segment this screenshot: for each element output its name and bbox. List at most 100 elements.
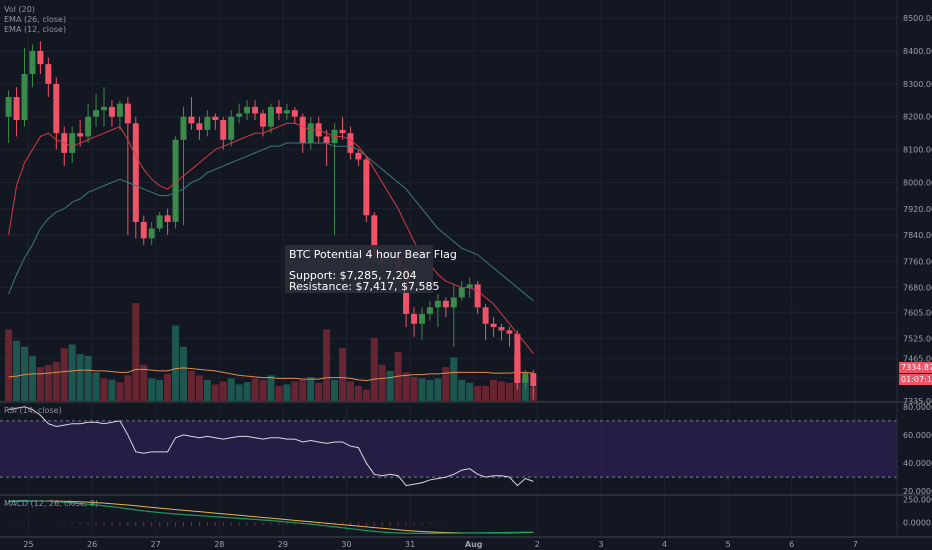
candle[interactable]	[45, 64, 52, 84]
candle[interactable]	[490, 323, 497, 328]
candle[interactable]	[363, 159, 370, 216]
candle[interactable]	[252, 106, 259, 114]
price-tick-label: 8100.00	[903, 146, 932, 155]
price-tick-label: 7525.00	[903, 335, 932, 344]
rsi-band-fill	[0, 420, 897, 478]
time-tick-label: 30	[341, 540, 351, 549]
candle[interactable]	[212, 116, 219, 121]
annotation-box[interactable]: BTC Potential 4 hour Bear Flag Support: …	[285, 245, 457, 293]
volume-bar	[219, 381, 227, 401]
legend-ema12: EMA (12, close)	[4, 25, 66, 34]
volume-bar	[227, 378, 235, 401]
candle[interactable]	[85, 116, 92, 137]
candle[interactable]	[236, 113, 243, 117]
candle[interactable]	[474, 284, 481, 308]
candle[interactable]	[21, 74, 28, 121]
candle[interactable]	[93, 110, 100, 117]
rsi-tick-label: 40.0000	[903, 459, 932, 468]
time-tick-label: 26	[87, 540, 97, 549]
candle[interactable]	[450, 297, 457, 308]
annotation-title: BTC Potential 4 hour Bear Flag	[289, 248, 457, 261]
candle[interactable]	[101, 106, 107, 111]
volume-bar	[498, 381, 505, 401]
candle[interactable]	[164, 215, 171, 222]
candle[interactable]	[522, 373, 529, 383]
candle[interactable]	[482, 307, 489, 324]
candle[interactable]	[220, 120, 227, 140]
candle[interactable]	[442, 300, 449, 308]
candle[interactable]	[530, 373, 537, 387]
candle[interactable]	[307, 123, 314, 144]
candle[interactable]	[29, 51, 36, 75]
annotation-background	[285, 245, 433, 293]
candle[interactable]	[108, 106, 115, 117]
time-axis[interactable]: 25 26 27 28 29 30 31 Aug 2 3 4 5 6 7	[23, 540, 857, 549]
volume-bar	[275, 385, 283, 401]
candle[interactable]	[347, 133, 354, 153]
candle[interactable]	[411, 313, 418, 324]
pane-dividers[interactable]	[0, 0, 932, 538]
volume-bar	[68, 344, 76, 401]
time-tick-label: 2	[535, 540, 540, 549]
price-tick-label: 8300.00	[903, 80, 932, 89]
candle[interactable]	[339, 129, 346, 134]
candle[interactable]	[188, 116, 195, 124]
candle[interactable]	[196, 123, 203, 130]
rsi-line	[8, 406, 534, 487]
candle[interactable]	[172, 139, 179, 222]
candle[interactable]	[53, 83, 60, 134]
candle[interactable]	[244, 106, 251, 114]
volume-bar	[251, 378, 259, 401]
ema12-line	[8, 122, 534, 354]
candle[interactable]	[498, 327, 505, 331]
volume-bar	[482, 385, 490, 401]
candle[interactable]	[77, 133, 84, 137]
price-tick-label: 7680.00	[903, 284, 932, 293]
candle[interactable]	[426, 307, 433, 314]
candle[interactable]	[204, 116, 211, 130]
candle[interactable]	[156, 215, 163, 229]
volume-bar	[52, 361, 60, 401]
volume-bar	[259, 379, 267, 401]
candle[interactable]	[434, 300, 441, 308]
candle[interactable]	[124, 103, 131, 124]
volume-bar	[402, 372, 410, 401]
candle[interactable]	[458, 287, 465, 298]
candle[interactable]	[260, 113, 266, 127]
candle[interactable]	[275, 106, 282, 114]
time-tick-label: Aug	[465, 540, 483, 549]
volume-bar	[450, 357, 458, 401]
candle[interactable]	[419, 313, 425, 324]
candle[interactable]	[514, 333, 521, 383]
candle[interactable]	[148, 228, 155, 239]
candle[interactable]	[466, 284, 473, 288]
candle[interactable]	[291, 110, 298, 117]
price-tick-label: 7760.00	[903, 257, 932, 266]
candle[interactable]	[69, 133, 76, 153]
time-tick-label: 28	[214, 540, 224, 549]
volume-bar	[187, 370, 195, 401]
time-tick-label: 4	[662, 540, 667, 549]
candle[interactable]	[228, 116, 235, 140]
volume-bar	[13, 340, 21, 401]
candle[interactable]	[13, 97, 20, 121]
candle[interactable]	[371, 215, 378, 255]
candle[interactable]	[267, 106, 274, 127]
price-tick-label: 7465.00	[903, 354, 932, 363]
candle[interactable]	[299, 116, 306, 144]
candle[interactable]	[323, 136, 330, 144]
candle[interactable]	[37, 51, 44, 65]
candle[interactable]	[283, 110, 290, 114]
candle[interactable]	[116, 103, 123, 117]
candle[interactable]	[355, 152, 362, 160]
candle[interactable]	[5, 97, 12, 117]
candle[interactable]	[180, 116, 187, 140]
volume-bar	[108, 379, 116, 401]
volume-bar	[466, 382, 474, 401]
macd-line	[8, 500, 534, 534]
candle[interactable]	[132, 123, 139, 222]
candle[interactable]	[140, 221, 147, 239]
candle[interactable]	[506, 330, 513, 334]
time-tick-label: 31	[405, 540, 415, 549]
